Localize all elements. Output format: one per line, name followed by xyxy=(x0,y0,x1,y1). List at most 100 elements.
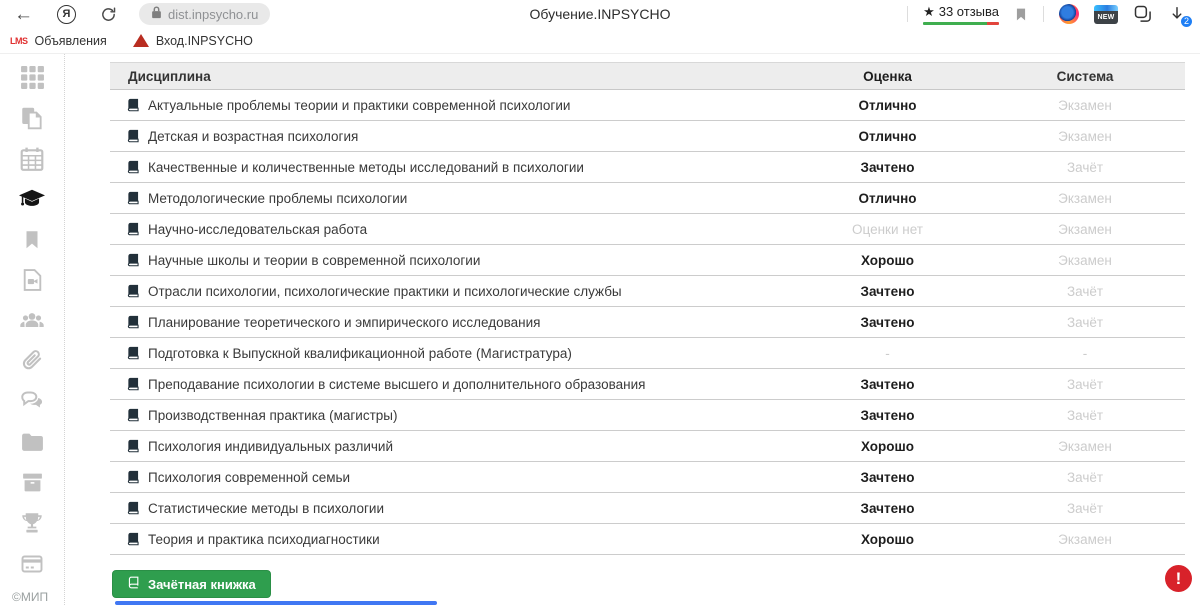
toolbar-divider xyxy=(907,6,909,22)
new-badge-icon[interactable]: NEW xyxy=(1094,4,1118,24)
book-icon xyxy=(126,377,140,391)
colorful-extension-icon[interactable] xyxy=(1059,4,1079,24)
sidebar-item-courses[interactable] xyxy=(15,186,49,213)
reload-icon[interactable] xyxy=(100,6,117,23)
table-row[interactable]: Подготовка к Выпускной квалификационной … xyxy=(110,338,1185,369)
chat-icon xyxy=(21,390,43,408)
system-value: Экзамен xyxy=(1058,531,1112,547)
paperclip-icon xyxy=(22,350,42,370)
new-badge-art xyxy=(1094,4,1118,11)
discipline-name[interactable]: Методологические проблемы психологии xyxy=(148,190,408,206)
grade-value: Зачтено xyxy=(860,469,915,485)
sidebar-item-files[interactable] xyxy=(15,429,49,456)
table-row[interactable]: Качественные и количественные методы исс… xyxy=(110,152,1185,183)
sidebar-item-attachments[interactable] xyxy=(15,348,49,375)
discipline-name[interactable]: Преподавание психологии в системе высшег… xyxy=(148,376,646,392)
table-row[interactable]: Научные школы и теории в современной пси… xyxy=(110,245,1185,276)
table-row[interactable]: Психология современной семьи Зачтено Зач… xyxy=(110,462,1185,493)
discipline-name[interactable]: Детская и возрастная психология xyxy=(148,128,359,144)
discipline-name[interactable]: Психология индивидуальных различий xyxy=(148,438,393,454)
grades-page: Дисциплина Оценка Система Актуальные про… xyxy=(65,54,1200,605)
trophy-icon xyxy=(22,513,42,533)
book-icon xyxy=(126,532,140,546)
new-badge-label: NEW xyxy=(1094,10,1118,24)
table-row[interactable]: Методологические проблемы психологии Отл… xyxy=(110,183,1185,214)
system-value: Экзамен xyxy=(1058,438,1112,454)
book-icon xyxy=(126,315,140,329)
grade-value: Отлично xyxy=(858,97,917,113)
system-value: - xyxy=(1082,345,1088,361)
grade-value: Отлично xyxy=(858,128,917,144)
sidebar-item-video-materials[interactable] xyxy=(15,267,49,294)
sidebar-item-calendar[interactable] xyxy=(15,145,49,172)
discipline-name[interactable]: Отрасли психологии, психологические прак… xyxy=(148,283,622,299)
table-header: Дисциплина Оценка Система xyxy=(110,62,1185,90)
address-bar[interactable]: dist.inpsycho.ru xyxy=(139,3,271,25)
yandex-browser-icon[interactable]: Я xyxy=(57,4,76,24)
table-row[interactable]: Теория и практика психодиагностики Хорош… xyxy=(110,524,1185,555)
table-row[interactable]: Научно-исследовательская работа Оценки н… xyxy=(110,214,1185,245)
bookmarks-bar: LMS Объявления Вход.INPSYCHO xyxy=(0,28,1200,54)
sidebar-item-archive[interactable] xyxy=(15,469,49,496)
grade-value: Зачтено xyxy=(860,376,915,392)
sidebar-item-payments[interactable] xyxy=(15,550,49,577)
sidebar-item-groups[interactable] xyxy=(15,307,49,334)
table-row[interactable]: Производственная практика (магистры) Зач… xyxy=(110,400,1185,431)
table-row[interactable]: Отрасли психологии, психологические прак… xyxy=(110,276,1185,307)
table-row[interactable]: Статистические методы в психологии Зачте… xyxy=(110,493,1185,524)
grade-value: Отлично xyxy=(858,190,917,206)
lms-favicon: LMS xyxy=(10,35,28,46)
book-icon xyxy=(126,501,140,515)
inpsycho-pyramid-favicon xyxy=(132,34,149,47)
book-icon xyxy=(126,408,140,422)
copyright-label: ©МИП xyxy=(12,590,49,604)
table-row[interactable]: Преподавание психологии в системе высшег… xyxy=(110,369,1185,400)
discipline-name[interactable]: Производственная практика (магистры) xyxy=(148,407,398,423)
table-row[interactable]: Актуальные проблемы теории и практики со… xyxy=(110,90,1185,121)
table-row[interactable]: Планирование теоретического и эмпирическ… xyxy=(110,307,1185,338)
book-icon xyxy=(126,253,140,267)
gradebook-button-label: Зачётная книжка xyxy=(148,576,256,592)
discipline-name[interactable]: Планирование теоретического и эмпирическ… xyxy=(148,314,541,330)
sidebar-item-documents[interactable] xyxy=(15,105,49,132)
grade-value: Зачтено xyxy=(860,283,915,299)
sidebar-item-achievements[interactable] xyxy=(15,510,49,537)
star-icon: ★ xyxy=(923,3,935,19)
download-icon[interactable]: 2 xyxy=(1168,5,1193,28)
back-icon[interactable]: ← xyxy=(14,3,33,25)
sidebar-item-grid[interactable] xyxy=(15,64,49,91)
alert-icon[interactable]: ! xyxy=(1165,565,1192,592)
sidebar-item-messages[interactable] xyxy=(15,388,49,415)
bookmark-item-inpsycho[interactable]: Вход.INPSYCHO xyxy=(132,34,253,48)
discipline-name[interactable]: Научно-исследовательская работа xyxy=(148,221,368,237)
system-value: Экзамен xyxy=(1058,97,1112,113)
discipline-name[interactable]: Психология современной семьи xyxy=(148,469,351,485)
grade-value: Хорошо xyxy=(860,531,915,547)
header-discipline: Дисциплина xyxy=(128,68,211,84)
discipline-name[interactable]: Теория и практика психодиагностики xyxy=(148,531,380,547)
book-icon xyxy=(126,160,140,174)
table-row[interactable]: Психология индивидуальных различий Хорош… xyxy=(110,431,1185,462)
discipline-name[interactable]: Актуальные проблемы теории и практики со… xyxy=(148,97,571,113)
browser-toolbar: ← Я dist.inpsycho.ru Обучение.INPSYCHO ★… xyxy=(0,0,1200,28)
discipline-name[interactable]: Качественные и количественные методы исс… xyxy=(148,159,584,175)
discipline-name[interactable]: Подготовка к Выпускной квалификационной … xyxy=(148,345,572,361)
bookmark-flag-icon[interactable] xyxy=(1014,6,1028,23)
reviews-count: 33 отзыва xyxy=(938,4,999,19)
discipline-name[interactable]: Статистические методы в психологии xyxy=(148,500,384,516)
sidebar-item-bookmarks[interactable] xyxy=(15,226,49,253)
system-value: Зачёт xyxy=(1066,159,1104,175)
system-value: Зачёт xyxy=(1066,407,1104,423)
bookmark-item-announcements[interactable]: LMS Объявления xyxy=(10,34,107,48)
system-value: Зачёт xyxy=(1066,283,1104,299)
discipline-name[interactable]: Научные школы и теории в современной пси… xyxy=(148,252,481,268)
download-badge: 2 xyxy=(1180,14,1193,28)
table-row[interactable]: Детская и возрастная психология Отлично … xyxy=(110,121,1185,152)
documents-icon xyxy=(22,107,42,130)
grade-value: Оценки нет xyxy=(852,221,923,237)
tab-groups-icon[interactable] xyxy=(1133,4,1153,24)
reviews-widget[interactable]: ★ 33 отзыва xyxy=(923,4,999,25)
book-icon xyxy=(127,576,140,592)
horizontal-scrollbar[interactable] xyxy=(115,601,437,605)
gradebook-button[interactable]: Зачётная книжка xyxy=(112,570,271,598)
